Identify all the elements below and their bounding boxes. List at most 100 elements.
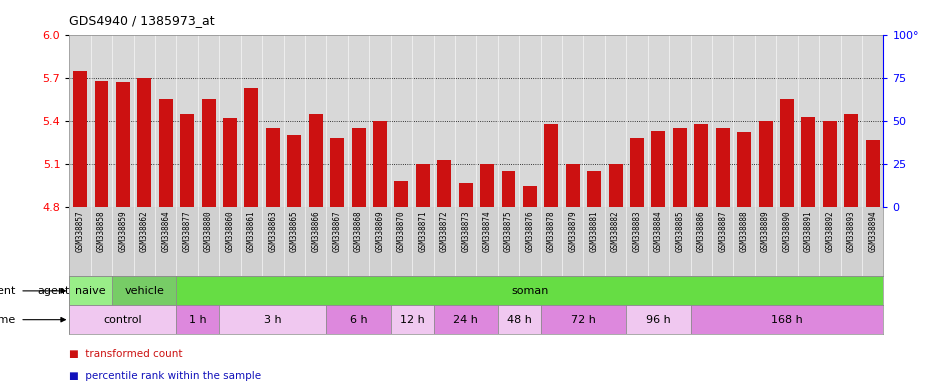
Bar bbox=[373, 121, 387, 207]
Text: GSM338867: GSM338867 bbox=[333, 211, 341, 252]
Text: ■  percentile rank within the sample: ■ percentile rank within the sample bbox=[69, 371, 262, 381]
Bar bbox=[327, 305, 390, 334]
Text: GSM338893: GSM338893 bbox=[846, 211, 856, 252]
Text: 12 h: 12 h bbox=[400, 314, 425, 325]
Text: GSM338868: GSM338868 bbox=[354, 211, 363, 252]
Bar bbox=[177, 305, 219, 334]
Text: naive: naive bbox=[76, 286, 106, 296]
Text: control: control bbox=[104, 314, 142, 325]
Bar bbox=[202, 99, 216, 207]
Text: GSM338860: GSM338860 bbox=[226, 211, 235, 252]
Bar bbox=[69, 276, 112, 305]
Text: GSM338890: GSM338890 bbox=[783, 211, 792, 252]
Text: 96 h: 96 h bbox=[646, 314, 671, 325]
Bar bbox=[219, 305, 327, 334]
Text: GSM338865: GSM338865 bbox=[290, 211, 299, 252]
Text: GSM338877: GSM338877 bbox=[183, 211, 191, 252]
Text: GSM338875: GSM338875 bbox=[504, 211, 513, 252]
Bar bbox=[265, 128, 280, 207]
Text: GSM338876: GSM338876 bbox=[525, 211, 535, 252]
Bar bbox=[823, 121, 837, 207]
Bar bbox=[501, 171, 515, 207]
Bar bbox=[626, 305, 691, 334]
Text: GSM338862: GSM338862 bbox=[140, 211, 149, 252]
Bar bbox=[540, 305, 626, 334]
Bar bbox=[545, 124, 559, 207]
Bar bbox=[737, 132, 751, 207]
Text: GSM338863: GSM338863 bbox=[268, 211, 278, 252]
Text: GSM338874: GSM338874 bbox=[483, 211, 491, 252]
Text: GSM338884: GSM338884 bbox=[654, 211, 663, 252]
Text: GSM338857: GSM338857 bbox=[76, 211, 84, 252]
Bar bbox=[159, 99, 173, 207]
Text: GDS4940 / 1385973_at: GDS4940 / 1385973_at bbox=[69, 14, 215, 27]
Bar bbox=[845, 114, 858, 207]
Text: GSM338861: GSM338861 bbox=[247, 211, 256, 252]
Text: GSM338879: GSM338879 bbox=[568, 211, 577, 252]
Bar bbox=[651, 131, 665, 207]
Text: 6 h: 6 h bbox=[350, 314, 367, 325]
Text: 3 h: 3 h bbox=[264, 314, 282, 325]
Bar bbox=[309, 114, 323, 207]
Text: GSM338871: GSM338871 bbox=[418, 211, 427, 252]
Bar bbox=[288, 136, 302, 207]
Text: GSM338872: GSM338872 bbox=[439, 211, 449, 252]
Bar bbox=[394, 181, 408, 207]
Bar bbox=[223, 118, 237, 207]
Bar bbox=[112, 276, 177, 305]
Bar bbox=[73, 71, 87, 207]
Bar bbox=[434, 305, 498, 334]
Bar bbox=[180, 114, 194, 207]
Bar bbox=[330, 138, 344, 207]
Text: GSM338864: GSM338864 bbox=[161, 211, 170, 252]
Text: GSM338894: GSM338894 bbox=[869, 211, 877, 252]
Bar bbox=[94, 81, 108, 207]
Bar bbox=[390, 305, 434, 334]
Text: vehicle: vehicle bbox=[124, 286, 165, 296]
Bar bbox=[716, 128, 730, 207]
Text: 1 h: 1 h bbox=[189, 314, 206, 325]
Text: GSM338891: GSM338891 bbox=[804, 211, 813, 252]
Text: soman: soman bbox=[512, 286, 549, 296]
Text: GSM338883: GSM338883 bbox=[633, 211, 642, 252]
Text: GSM338859: GSM338859 bbox=[118, 211, 128, 252]
Bar bbox=[780, 99, 794, 207]
Text: GSM338886: GSM338886 bbox=[697, 211, 706, 252]
Bar bbox=[566, 164, 580, 207]
Text: GSM338888: GSM338888 bbox=[740, 211, 748, 252]
Text: GSM338873: GSM338873 bbox=[462, 211, 470, 252]
Bar bbox=[438, 160, 451, 207]
Text: GSM338866: GSM338866 bbox=[311, 211, 320, 252]
Bar bbox=[116, 82, 130, 207]
Text: GSM338892: GSM338892 bbox=[825, 211, 834, 252]
Bar bbox=[138, 78, 152, 207]
Text: 72 h: 72 h bbox=[571, 314, 596, 325]
Text: GSM338880: GSM338880 bbox=[204, 211, 213, 252]
Bar bbox=[609, 164, 623, 207]
Bar bbox=[672, 128, 687, 207]
Text: agent: agent bbox=[37, 286, 69, 296]
Text: GSM338870: GSM338870 bbox=[397, 211, 406, 252]
Text: GSM338869: GSM338869 bbox=[376, 211, 385, 252]
Text: 24 h: 24 h bbox=[453, 314, 478, 325]
Text: GSM338878: GSM338878 bbox=[547, 211, 556, 252]
Bar bbox=[177, 276, 883, 305]
Bar bbox=[630, 138, 644, 207]
Text: ■  transformed count: ■ transformed count bbox=[69, 349, 183, 359]
Bar bbox=[69, 305, 177, 334]
Bar bbox=[523, 186, 536, 207]
Text: time: time bbox=[0, 314, 16, 325]
Bar bbox=[498, 305, 540, 334]
Bar bbox=[801, 117, 815, 207]
Bar bbox=[691, 305, 883, 334]
Text: GSM338881: GSM338881 bbox=[590, 211, 598, 252]
Bar bbox=[587, 171, 601, 207]
Text: agent: agent bbox=[0, 286, 16, 296]
Text: 168 h: 168 h bbox=[771, 314, 803, 325]
Bar bbox=[352, 128, 365, 207]
Text: GSM338887: GSM338887 bbox=[718, 211, 727, 252]
Bar bbox=[416, 164, 430, 207]
Text: GSM338858: GSM338858 bbox=[97, 211, 106, 252]
Bar bbox=[758, 121, 772, 207]
Bar bbox=[866, 140, 880, 207]
